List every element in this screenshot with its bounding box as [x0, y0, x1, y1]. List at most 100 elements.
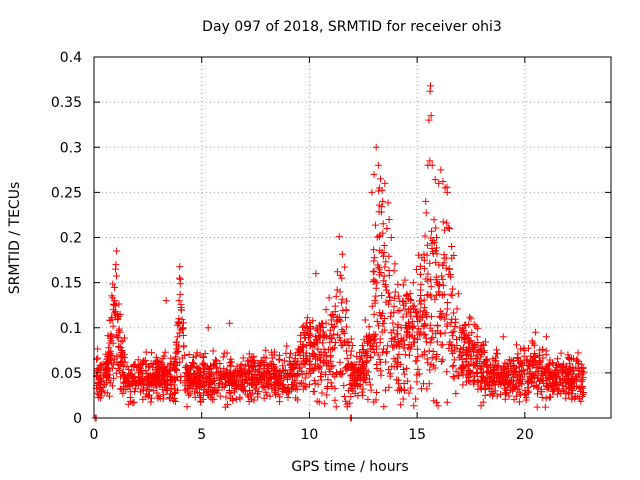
- data-point: [382, 258, 390, 266]
- data-point: [214, 368, 222, 376]
- data-point: [466, 313, 474, 321]
- data-point: [204, 375, 212, 383]
- data-point: [320, 352, 328, 360]
- data-point: [542, 347, 550, 355]
- data-point: [403, 292, 411, 300]
- data-point: [244, 393, 252, 401]
- data-point: [483, 356, 491, 364]
- data-point: [212, 356, 220, 364]
- data-point: [542, 371, 550, 379]
- data-point: [552, 381, 560, 389]
- data-point: [380, 345, 388, 353]
- data-point: [170, 358, 178, 366]
- data-point: [309, 366, 317, 374]
- data-point: [372, 396, 380, 404]
- data-point: [317, 348, 325, 356]
- data-point: [435, 288, 443, 296]
- data-point: [487, 373, 495, 381]
- data-point: [375, 208, 383, 216]
- data-point: [199, 354, 207, 362]
- data-point: [422, 209, 430, 217]
- data-point: [575, 384, 583, 392]
- data-point: [386, 293, 394, 301]
- data-point: [552, 363, 560, 371]
- data-point: [443, 398, 451, 406]
- data-point: [425, 116, 433, 124]
- data-point: [417, 300, 425, 308]
- data-point: [368, 302, 376, 310]
- data-point: [394, 376, 402, 384]
- data-point: [103, 355, 111, 363]
- data-point: [393, 354, 401, 362]
- data-point: [358, 342, 366, 350]
- data-point: [523, 357, 531, 365]
- data-point: [177, 326, 185, 334]
- data-point: [406, 345, 414, 353]
- data-point: [397, 401, 405, 409]
- data-point: [374, 351, 382, 359]
- data-point: [372, 284, 380, 292]
- data-point: [546, 393, 554, 401]
- data-point: [289, 364, 297, 372]
- data-point: [254, 359, 262, 367]
- data-point: [554, 355, 562, 363]
- data-point: [544, 384, 552, 392]
- data-point: [425, 347, 433, 355]
- data-point: [139, 381, 147, 389]
- data-point: [394, 280, 402, 288]
- data-point: [336, 358, 344, 366]
- data-point: [186, 390, 194, 398]
- data-point: [210, 395, 218, 403]
- data-point: [364, 368, 372, 376]
- data-point: [564, 354, 572, 362]
- data-point: [329, 362, 337, 370]
- data-point: [379, 229, 387, 237]
- data-point: [101, 389, 109, 397]
- data-point: [102, 367, 110, 375]
- data-point: [377, 367, 385, 375]
- data-point: [94, 379, 102, 387]
- data-point: [566, 364, 574, 372]
- data-point: [299, 379, 307, 387]
- data-point: [239, 354, 247, 362]
- data-point: [533, 364, 541, 372]
- data-point: [527, 377, 535, 385]
- data-point: [432, 355, 440, 363]
- data-point: [215, 379, 223, 387]
- data-point: [469, 361, 477, 369]
- data-point: [420, 330, 428, 338]
- data-point: [438, 291, 446, 299]
- data-point: [274, 376, 282, 384]
- data-point: [309, 353, 317, 361]
- data-point: [244, 357, 252, 365]
- data-point: [329, 345, 337, 353]
- data-point: [204, 324, 212, 332]
- data-point: [400, 365, 408, 373]
- data-point: [381, 326, 389, 334]
- data-point: [431, 364, 439, 372]
- data-point: [467, 315, 475, 323]
- data-point: [227, 355, 235, 363]
- data-point: [158, 360, 166, 368]
- data-point: [561, 375, 569, 383]
- data-point: [475, 346, 483, 354]
- data-point: [433, 234, 441, 241]
- data-point: [176, 290, 184, 298]
- data-point: [515, 371, 523, 379]
- data-point: [413, 357, 421, 365]
- data-point: [469, 377, 477, 385]
- data-point: [410, 402, 418, 410]
- data-point: [240, 365, 248, 373]
- data-point: [449, 285, 457, 293]
- y-axis-label: SRMTID / TECUs: [7, 182, 23, 295]
- y-tick-label: 0.25: [51, 185, 82, 201]
- data-point: [325, 294, 333, 302]
- data-point: [443, 305, 451, 313]
- data-point: [425, 380, 433, 388]
- data-point: [127, 388, 135, 396]
- chart-title: Day 097 of 2018, SRMTID for receiver ohi…: [202, 19, 502, 35]
- data-point: [413, 371, 421, 379]
- data-point: [224, 400, 232, 408]
- data-point: [535, 378, 543, 386]
- data-point: [283, 389, 291, 397]
